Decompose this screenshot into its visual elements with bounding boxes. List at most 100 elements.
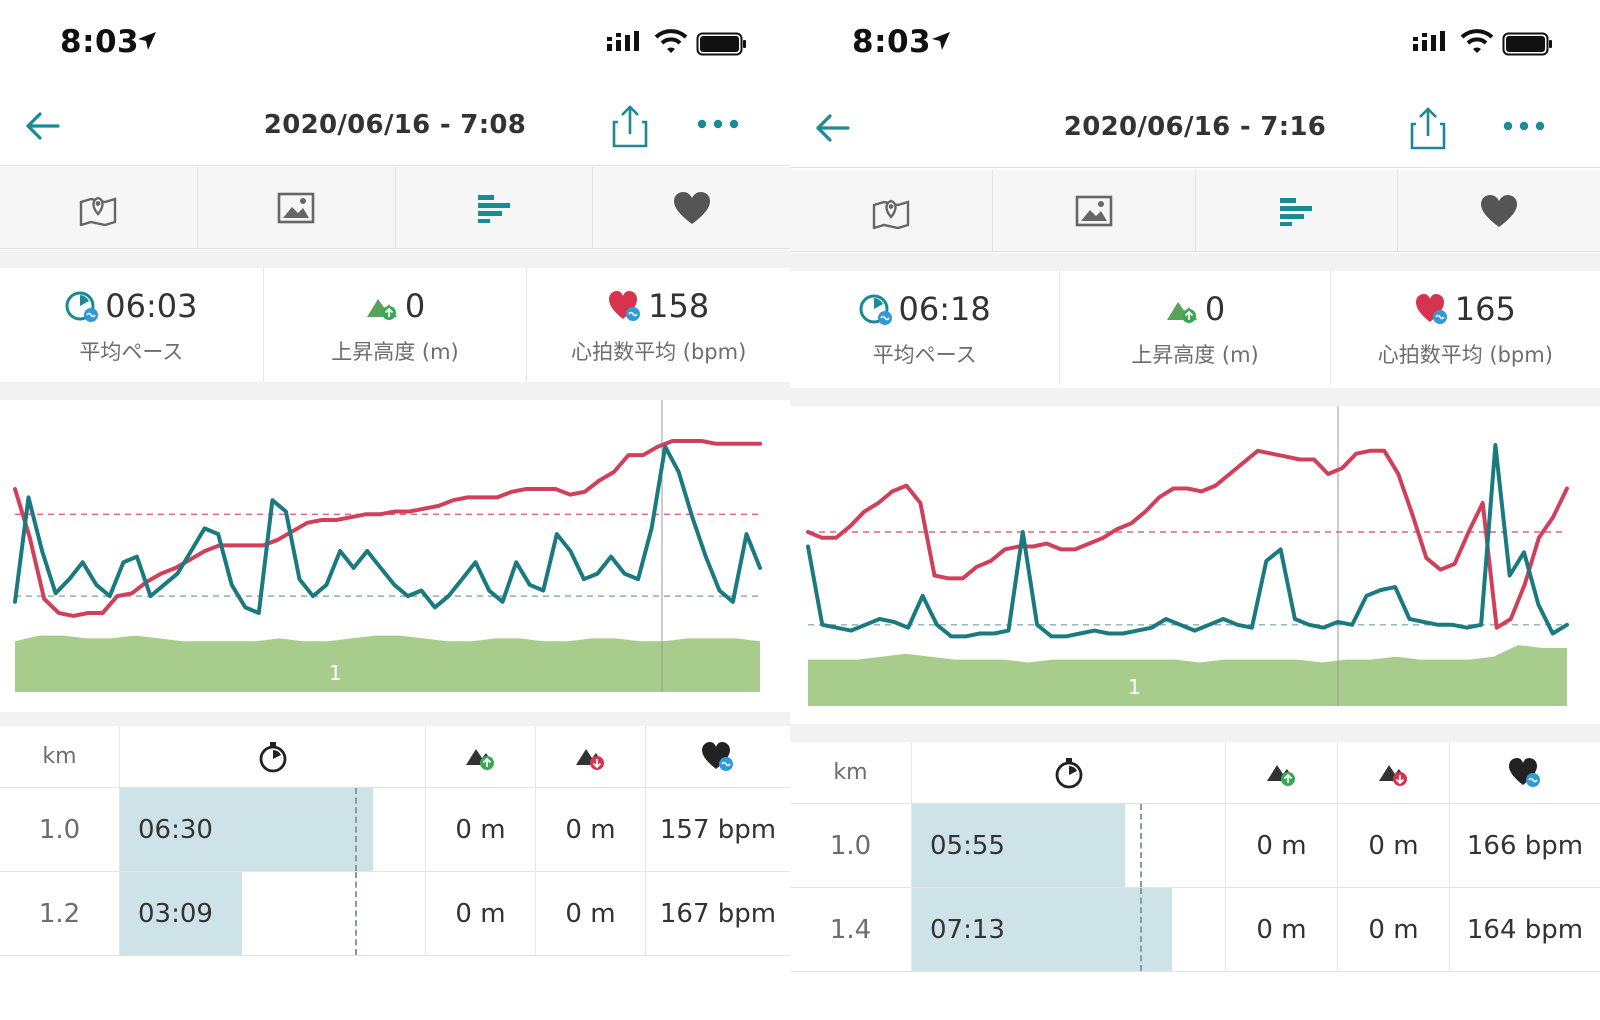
share-icon[interactable] bbox=[610, 104, 650, 148]
section-gap bbox=[0, 250, 790, 268]
tab-bar bbox=[790, 170, 1600, 252]
avg-pace-value: 06:18 bbox=[898, 290, 991, 328]
back-arrow-icon[interactable] bbox=[20, 106, 64, 146]
lap-pace: 06:30 bbox=[120, 788, 426, 871]
descent-column-header[interactable] bbox=[1338, 742, 1450, 803]
lap-ascent: 0 m bbox=[1226, 804, 1338, 887]
map-icon bbox=[872, 199, 910, 229]
pace-average-marker bbox=[1140, 888, 1143, 971]
ascent-icon bbox=[1266, 764, 1295, 786]
activity-screen-right: 8:03 2020/06/16 - 7:16 bbox=[790, 0, 1600, 1020]
ascent-mountain-icon bbox=[1166, 302, 1197, 323]
stat-avg-pace: 06:18 平均ペース bbox=[790, 271, 1061, 385]
ascent-column-header[interactable] bbox=[1226, 742, 1338, 803]
share-icon[interactable] bbox=[1408, 106, 1448, 150]
nav-bar: 2020/06/16 - 7:08 bbox=[0, 88, 790, 166]
tab-photos[interactable] bbox=[993, 170, 1196, 251]
lap-ascent: 0 m bbox=[1226, 888, 1338, 971]
tab-bar bbox=[0, 167, 790, 249]
back-arrow-icon[interactable] bbox=[810, 108, 854, 148]
heart-rate-value: 158 bbox=[648, 287, 710, 325]
cellular-signal-icon bbox=[607, 31, 639, 51]
heart-rate-series-line bbox=[13, 439, 762, 618]
heart-rate-column-header[interactable] bbox=[646, 726, 790, 787]
heart-icon bbox=[1481, 194, 1518, 227]
pace-column-header[interactable] bbox=[912, 742, 1226, 803]
ascent-value: 0 bbox=[404, 287, 426, 325]
battery-icon bbox=[696, 32, 746, 56]
stat-ascent: 0 上昇高度 (m) bbox=[1060, 271, 1331, 385]
heart-icon bbox=[673, 191, 710, 224]
stopwatch-icon bbox=[1055, 757, 1082, 788]
stat-ascent: 0 上昇高度 (m) bbox=[264, 268, 528, 382]
pace-average-marker bbox=[1140, 804, 1143, 887]
ascent-label: 上昇高度 (m) bbox=[331, 340, 459, 364]
lap-ascent: 0 m bbox=[426, 788, 536, 871]
lap-pace-value: 03:09 bbox=[138, 898, 213, 929]
tab-laps[interactable] bbox=[1196, 170, 1399, 251]
location-arrow-icon bbox=[932, 32, 950, 50]
lap-number-label: 1 bbox=[329, 661, 342, 685]
more-options-icon[interactable] bbox=[696, 112, 740, 136]
tab-heart[interactable] bbox=[1398, 170, 1600, 251]
activity-chart[interactable]: 1 bbox=[790, 406, 1600, 724]
section-gap bbox=[790, 253, 1600, 271]
lap-descent: 0 m bbox=[1338, 804, 1450, 887]
lap-ascent: 0 m bbox=[426, 872, 536, 955]
km-column-header[interactable]: km bbox=[0, 726, 120, 787]
lap-km: 1.4 bbox=[790, 888, 912, 971]
heart-rate-label: 心拍数平均 (bpm) bbox=[571, 340, 747, 364]
status-bar: 8:03 bbox=[0, 0, 790, 86]
location-arrow-icon bbox=[138, 32, 156, 50]
activity-screen-left: 8:03 2020/06/16 - 7:08 bbox=[0, 0, 790, 1020]
ascent-mountain-icon bbox=[366, 299, 397, 320]
ascent-column-header[interactable] bbox=[426, 726, 536, 787]
heart-rate-icon bbox=[609, 291, 641, 321]
section-gap bbox=[790, 388, 1600, 406]
lap-heart-rate: 157 bpm bbox=[659, 814, 777, 845]
status-time: 8:03 bbox=[852, 24, 932, 60]
heart-rate-column-icon bbox=[1509, 757, 1540, 787]
pace-series-line bbox=[806, 443, 1569, 639]
descent-column-header[interactable] bbox=[536, 726, 646, 787]
avg-pace-value: 06:03 bbox=[105, 287, 198, 325]
laps-table-header: km bbox=[790, 742, 1600, 804]
heart-rate-column-header[interactable] bbox=[1450, 742, 1600, 803]
activity-chart[interactable]: 1 bbox=[0, 400, 790, 712]
pace-bar bbox=[912, 888, 1172, 971]
lap-pace: 03:09 bbox=[120, 872, 426, 955]
tab-map[interactable] bbox=[790, 170, 993, 251]
lap-descent: 0 m bbox=[1338, 888, 1450, 971]
km-column-header[interactable]: km bbox=[790, 742, 912, 803]
laps-chart-icon bbox=[477, 194, 510, 223]
lap-km: 1.0 bbox=[790, 804, 912, 887]
pace-column-header[interactable] bbox=[120, 726, 426, 787]
more-options-icon[interactable] bbox=[1502, 114, 1546, 138]
tab-laps[interactable] bbox=[396, 167, 594, 248]
page-title: 2020/06/16 - 7:16 bbox=[1063, 112, 1327, 142]
heart-rate-icon bbox=[1415, 294, 1447, 324]
elevation-area bbox=[15, 635, 760, 692]
pace-clock-icon bbox=[859, 294, 892, 325]
stat-heart-rate: 158 心拍数平均 (bpm) bbox=[527, 268, 790, 382]
elevation-area bbox=[808, 645, 1567, 706]
heart-rate-value: 165 bbox=[1454, 290, 1516, 328]
lap-km: 1.0 bbox=[0, 788, 120, 871]
tab-heart[interactable] bbox=[593, 167, 790, 248]
lap-heart-rate: 167 bpm bbox=[659, 898, 777, 929]
status-bar: 8:03 bbox=[790, 0, 1600, 86]
pace-average-marker bbox=[354, 788, 357, 871]
photo-icon bbox=[277, 192, 315, 223]
tab-map[interactable] bbox=[0, 167, 198, 248]
tab-photos[interactable] bbox=[198, 167, 396, 248]
pace-bar bbox=[120, 788, 374, 871]
stopwatch-icon bbox=[259, 741, 286, 772]
lap-pace-value: 05:55 bbox=[930, 830, 1005, 861]
lap-pace-value: 07:13 bbox=[930, 914, 1005, 945]
battery-icon bbox=[1502, 32, 1552, 56]
